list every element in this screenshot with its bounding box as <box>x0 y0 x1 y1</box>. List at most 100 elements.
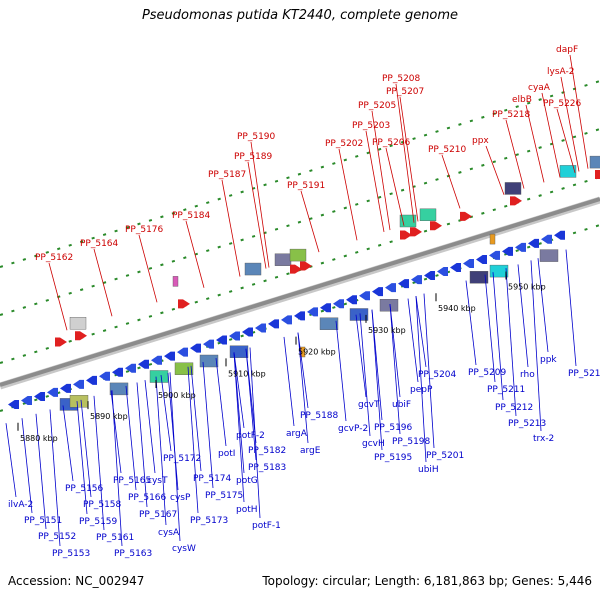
leader-line <box>517 264 529 368</box>
leader-line <box>80 399 92 498</box>
top-labels: dapF lysA-2 cyaA PP_5226 elbB PP_5218 PP_5208 P… <box>35 45 582 263</box>
leader-line <box>187 366 199 514</box>
top-label: PP_5202 <box>325 139 363 149</box>
gene-arrow <box>125 363 136 373</box>
bottom-label: gcvH <box>362 439 385 449</box>
bottom-label: PP_5211 <box>487 385 525 395</box>
tick-label: 5900 kbp <box>158 391 196 400</box>
bottom-label: PP_5196 <box>374 423 413 433</box>
gene-arrow <box>178 299 190 309</box>
top-label: PP_5162 <box>35 253 73 263</box>
bottom-label: PP_5174 <box>193 474 232 484</box>
gene-box <box>289 248 307 262</box>
leader-line <box>21 418 33 514</box>
bottom-label: PP_5188 <box>300 411 339 421</box>
gene-box <box>469 271 489 284</box>
gene-box <box>274 253 292 266</box>
leader-line <box>233 352 245 503</box>
gene-arrow <box>476 254 487 264</box>
leader-line <box>441 154 461 209</box>
leader-line <box>144 380 156 474</box>
bottom-label: potH <box>236 505 258 515</box>
gene-arrow <box>385 283 396 293</box>
gene-box <box>174 362 194 375</box>
top-label: ppx <box>472 136 489 146</box>
bottom-label: PP_5195 <box>374 453 412 463</box>
gene-arrow <box>554 230 565 240</box>
top-label: PP_5187 <box>208 170 246 180</box>
bottom-label: PP_5158 <box>83 500 122 510</box>
gene-box <box>489 264 509 278</box>
gene-box <box>379 299 399 312</box>
leader-line <box>484 274 496 383</box>
gene-arrow <box>281 315 292 325</box>
gene-box <box>419 208 437 222</box>
gene-arrow <box>515 242 526 252</box>
leader-line <box>541 92 561 178</box>
gene-arrow <box>203 339 214 349</box>
bottom-label: PP_5161 <box>96 533 134 543</box>
bottom-label: PP_5204 <box>418 370 457 380</box>
grid-dash-line <box>0 128 600 316</box>
leader-line <box>492 272 504 401</box>
leader-line <box>359 313 371 437</box>
top-label: PP_5176 <box>125 225 164 235</box>
tick-label: 5930 kbp <box>368 326 406 335</box>
bottom-label: PP_5151 <box>24 516 62 526</box>
bottom-label: rho <box>520 370 535 380</box>
gene-arrow <box>99 371 110 381</box>
leader-line <box>125 385 137 491</box>
bottom-label: potF-1 <box>252 521 281 531</box>
bottom-label: PP_5213 <box>508 419 546 429</box>
gene-arrow <box>460 211 472 221</box>
gene-arrow <box>60 383 71 393</box>
leader-line <box>215 357 227 447</box>
tick-label: 5880 kbp <box>20 434 58 443</box>
gene-arrow <box>528 238 539 248</box>
bottom-label: cysA <box>158 528 180 538</box>
top-label: PP_5205 <box>358 101 396 111</box>
leader-line <box>530 260 542 432</box>
genome-axis <box>0 196 600 390</box>
leader-line <box>247 161 267 269</box>
gene-arrow <box>489 250 500 260</box>
leader-line <box>395 83 415 223</box>
leader-line <box>250 141 270 268</box>
bottom-label: ppk <box>540 355 557 365</box>
gene-arrow <box>510 196 522 206</box>
gene-features <box>8 155 600 411</box>
gene-arrow <box>307 307 318 317</box>
gene-box <box>149 370 169 383</box>
gene-arrow <box>430 221 442 231</box>
leader-line <box>423 293 435 449</box>
leader-line <box>415 296 427 463</box>
gene-box <box>172 276 179 287</box>
bottom-label: potI <box>218 449 235 459</box>
leader-line <box>335 320 347 422</box>
top-label: PP_5226 <box>543 99 582 109</box>
gene-arrow <box>359 291 370 301</box>
leader-line <box>485 145 505 195</box>
bottom-label: PP_5201 <box>426 451 464 461</box>
gene-arrow <box>300 261 312 271</box>
bottom-label: gcvP-2 <box>338 424 368 434</box>
gene-arrow <box>86 375 97 385</box>
gene-box <box>69 395 89 408</box>
top-label: PP_5190 <box>237 132 276 142</box>
gene-arrow <box>75 331 87 341</box>
bottom-label: potG <box>236 476 258 486</box>
leader-line <box>138 234 158 303</box>
leader-line <box>249 347 261 519</box>
bottom-label: cysP <box>170 493 191 503</box>
gene-arrow <box>320 303 331 313</box>
leader-line <box>355 314 367 398</box>
leader-line <box>93 248 113 317</box>
gene-arrow <box>229 331 240 341</box>
leader-line <box>385 147 405 226</box>
tick-label: 5940 kbp <box>438 304 476 313</box>
leader-line <box>233 352 245 429</box>
bottom-label: PP_5165 <box>113 476 151 486</box>
gene-arrow <box>255 323 266 333</box>
gene-arrow <box>151 355 162 365</box>
gene-box <box>199 354 219 368</box>
